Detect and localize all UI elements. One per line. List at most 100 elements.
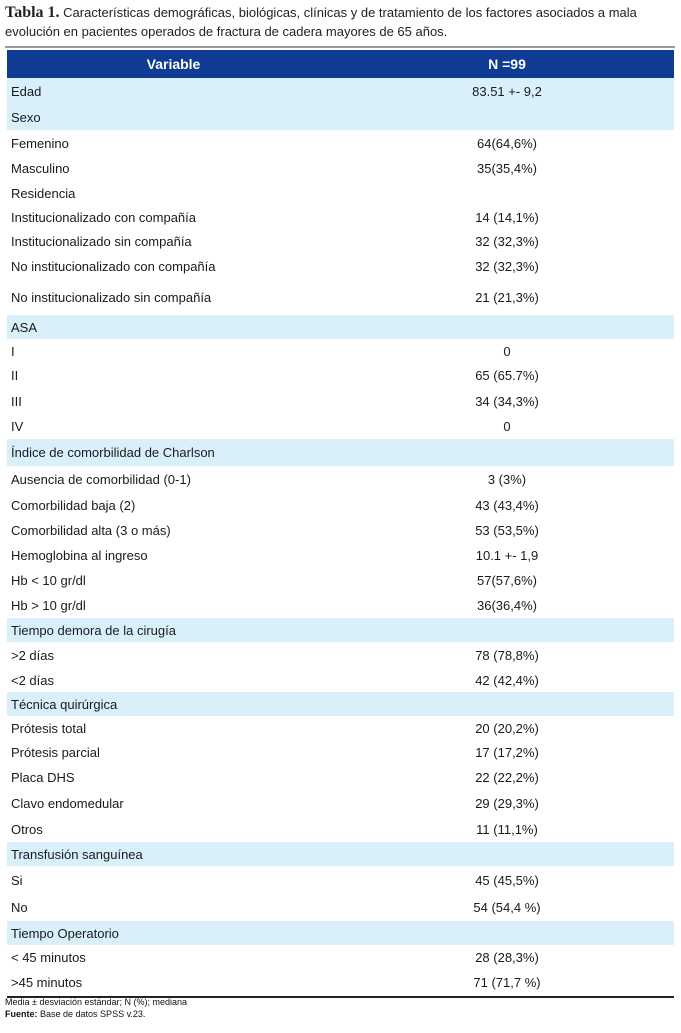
table-row: Hb < 10 gr/dl 57(57,6%) [7,567,674,593]
row-value: 32 (32,3%) [475,233,539,249]
row-value: 11 (11,1%) [476,821,538,837]
row-label: Tiempo Operatorio [11,925,119,941]
row-label: Institucionalizado sin compañía [11,233,192,249]
row-label: No [11,900,28,915]
table-label: Tabla 1. [5,4,60,21]
table-row: Técnica quirúrgica [7,692,674,716]
row-label: Clavo endomedular [11,795,124,811]
table-row: Otros 11 (11,1%) [7,816,674,842]
row-label: Femenino [11,135,69,151]
table-row: Transfusión sanguínea [7,842,674,866]
row-value: 0 [503,419,511,434]
row-label: No institucionalizado con compañía [11,258,216,274]
table-row: Masculino 35(35,4%) [7,156,674,181]
table-row: Ausencia de comorbilidad (0-1) 3 (3%) [7,466,674,493]
row-label: Ausencia de comorbilidad (0-1) [11,472,191,487]
row-label: Índice de comorbilidad de Charlson [11,445,215,460]
row-label: Prótesis parcial [11,745,100,760]
row-label: Comorbilidad baja (2) [11,497,136,513]
row-value: 28 (28,3%) [475,949,539,965]
row-value: 14 (14,1%) [475,209,539,225]
row-label: Comorbilidad alta (3 o más) [11,522,171,538]
row-label: Hemoglobina al ingreso [11,547,148,563]
row-value: 22 (22,2%) [475,770,539,785]
row-value: 35(35,4%) [477,161,537,176]
row-label: <2 días [11,672,55,688]
row-value: 57(57,6%) [477,572,537,588]
top-rule [5,46,675,48]
row-label: Placa DHS [11,770,75,785]
row-value: 71 (71,7 %) [473,975,541,990]
table-body: Edad 83.51 +- 9,2 Sexo Femenino 64(64,6%) Mas… [7,78,674,996]
row-value: 0 [503,343,511,359]
table-row: Clavo endomedular 29 (29,3%) [7,790,674,816]
table-row: No institucionalizado sin compañía 21 (21… [7,279,674,315]
row-label: Institucionalizado con compañía [11,209,197,225]
table-row: II 65 (65.7%) [7,363,674,388]
table-row: Femenino 64(64,6%) [7,130,674,156]
table-row: >45 minutos 71 (71,7 %) [7,969,674,996]
row-label: IV [11,419,24,434]
table-row: < 45 minutos 28 (28,3%) [7,945,674,969]
header-n: N =99 [488,56,526,72]
table-row: Tiempo demora de la cirugía [7,618,674,642]
row-label: Técnica quirúrgica [11,696,118,712]
table-row: <2 días 42 (42,4%) [7,668,674,692]
row-value: 34 (34,3%) [475,393,539,409]
row-label: Hb < 10 gr/dl [11,572,86,588]
row-value: 3 (3%) [487,472,527,487]
row-value: 53 (53,5%) [475,522,539,538]
table-row: Índice de comorbilidad de Charlson [7,439,674,466]
table-row: Hb > 10 gr/dl 36(36,4%) [7,593,674,618]
table-notes: Media ± desviación estándar; N (%); medi… [5,996,187,1020]
row-label: Transfusión sanguínea [11,846,143,862]
table-row: Institucionalizado sin compañía 32 (32,3%… [7,229,674,253]
note-source-text: Base de datos SPSS v.23. [40,1009,146,1019]
row-value: 36(36,4%) [477,598,537,613]
table-row: Hemoglobina al ingreso 10.1 +- 1,9 [7,543,674,567]
row-value: 78 (78,8%) [475,647,539,663]
table-header: Variable N =99 [7,50,674,78]
row-label: I [11,343,15,359]
row-value: 54 (54,4 %) [473,900,541,915]
row-label: Si [11,872,23,888]
row-label: < 45 minutos [11,949,86,965]
row-label: >45 minutos [11,975,83,990]
row-label: Residencia [11,185,76,201]
row-label: II [11,368,19,383]
table-row: No 54 (54,4 %) [7,894,674,921]
header-variable: Variable [146,56,201,72]
row-label: Hb > 10 gr/dl [11,598,86,613]
row-label: Masculino [11,161,70,176]
table-row: ASA [7,315,674,339]
table-row: Comorbilidad baja (2) 43 (43,4%) [7,493,674,517]
row-label: Otros [11,821,43,837]
row-value: 43 (43,4%) [475,497,539,513]
table-row: Comorbilidad alta (3 o más) 53 (53,5%) [7,517,674,543]
row-value: 20 (20,2%) [475,720,539,736]
note-source-label: Fuente: [5,1009,38,1019]
note-stats: Media ± desviación estándar; N (%); medi… [5,997,188,1007]
row-label: Sexo [11,109,41,125]
table-row: Placa DHS 22 (22,2%) [7,765,674,790]
row-value: 21 (21,3%) [475,289,539,305]
table-row: Tiempo Operatorio [7,921,674,945]
row-value: 64(64,6%) [477,135,537,151]
row-value: 83.51 +- 9,2 [472,83,542,99]
table-row: IV 0 [7,414,674,439]
row-value: 42 (42,4%) [475,672,539,688]
row-value: 17 (17,2%) [475,745,539,760]
table-row: Si 45 (45,5%) [7,866,674,894]
row-label: III [11,393,22,409]
row-label: ASA [11,319,38,335]
table-row: No institucionalizado con compañía 32 (32… [7,253,674,279]
table-row: Prótesis parcial 17 (17,2%) [7,740,674,765]
table-caption: Tabla 1. Características demográficas, b… [5,3,681,41]
table-row: Sexo [7,104,674,130]
table-row: Prótesis total 20 (20,2%) [7,716,674,740]
bottom-rule [7,996,674,998]
table-row: III 34 (34,3%) [7,388,674,414]
table-row: >2 días 78 (78,8%) [7,642,674,668]
row-value: 10.1 +- 1,9 [475,547,539,563]
